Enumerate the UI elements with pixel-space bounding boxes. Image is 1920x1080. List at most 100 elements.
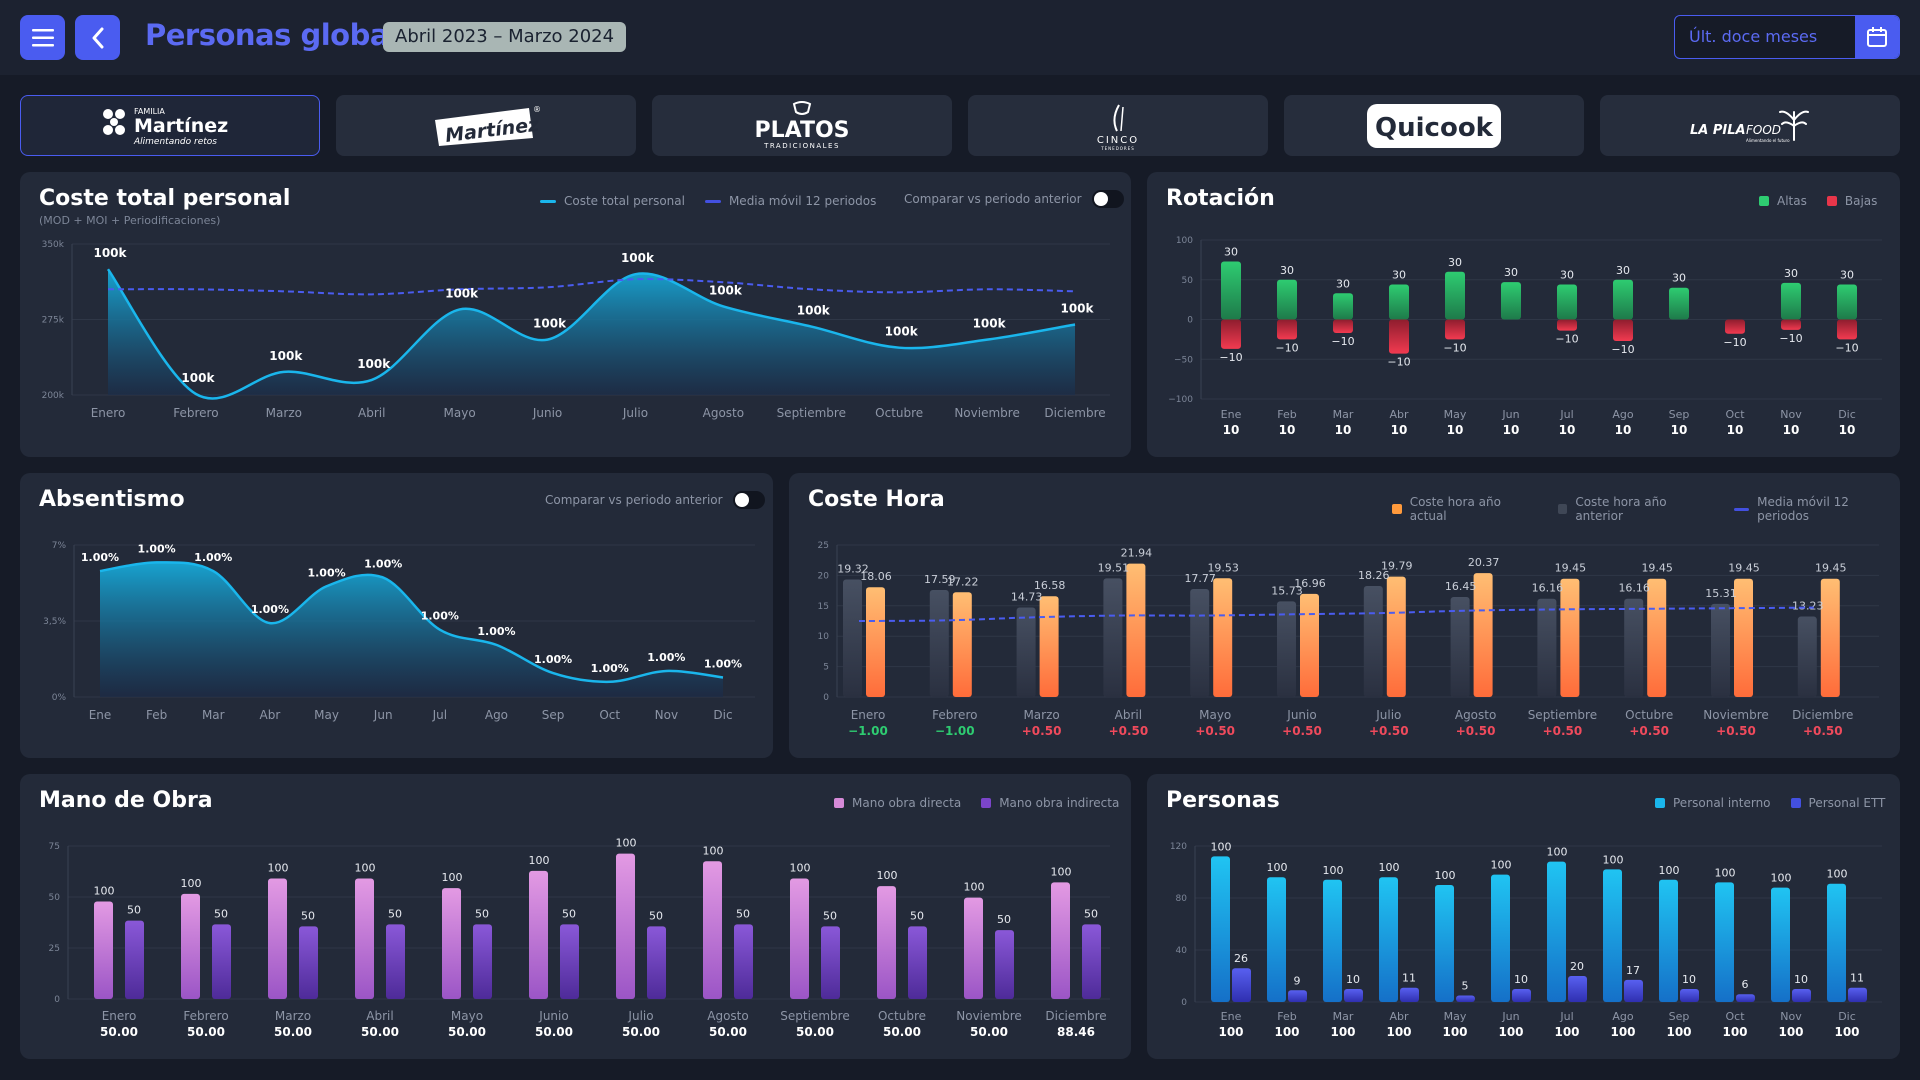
familia-martinez-logo: FAMILIA Martínez Alimentando retos (103, 107, 228, 147)
brand-tab-cinco-tenedores[interactable]: CINCO TENEDORES (968, 95, 1268, 156)
bar-personal-interno (1715, 882, 1734, 1002)
data-label-anterior: 15.73 (1271, 584, 1303, 597)
svg-text:Alimentando retos: Alimentando retos (133, 137, 217, 147)
y-tick-label: 0 (54, 995, 60, 1005)
bar-coste-actual (1647, 578, 1667, 697)
data-label-ett: 10 (1682, 973, 1696, 986)
total-label: 10 (1503, 423, 1520, 437)
bar-mano-obra-indirecta (473, 924, 492, 999)
x-tick-label: Mar (1333, 408, 1354, 421)
calendar-icon (1867, 27, 1887, 47)
brand-tab-familia-martinez[interactable]: FAMILIA Martínez Alimentando retos (20, 95, 320, 156)
series-area-absentismo (100, 562, 723, 697)
data-label-mod: 100 (94, 884, 115, 897)
total-label: 10 (1559, 423, 1576, 437)
data-label-moi: 50 (388, 907, 402, 920)
coste-total-legend: Coste total personal Media móvil 12 peri… (540, 194, 876, 208)
data-label-actual: 17.22 (947, 575, 979, 588)
personas-legend: Personal interno Personal ETT (1655, 796, 1885, 810)
bar-coste-actual (1734, 578, 1753, 697)
data-label-mod: 100 (1051, 865, 1072, 878)
y-tick-label: 0 (823, 693, 829, 703)
bar-mano-obra-directa (1051, 882, 1070, 999)
y-tick-label: 10 (818, 632, 830, 642)
data-label-altas: 30 (1672, 272, 1686, 285)
data-label-actual: 19.53 (1207, 561, 1239, 574)
data-label-bajas: −10 (1443, 341, 1466, 354)
data-label-bajas: −10 (1555, 333, 1578, 346)
bar-coste-anterior (1363, 585, 1383, 697)
series-line-media-movil (858, 606, 1814, 622)
bar-personal-interno (1435, 885, 1454, 1002)
x-tick-label: Nov (1780, 408, 1802, 421)
brand-tab-martinez[interactable]: Martínez ® (336, 95, 636, 156)
brand-tab-platos-tradicionales[interactable]: PLATOS TRADICIONALES (652, 95, 952, 156)
x-tick-label: Junio (532, 406, 562, 420)
bar-altas (1557, 284, 1577, 320)
bar-mano-obra-directa (529, 870, 548, 999)
data-label-moi: 50 (214, 907, 228, 920)
calendar-button[interactable] (1855, 16, 1899, 58)
legend-item: Media móvil 12 periodos (704, 194, 876, 208)
brand-tab-quicook[interactable]: Quicook (1284, 95, 1584, 156)
data-label: 100k (621, 251, 655, 265)
brand-tab-la-pila-food[interactable]: LA PILA FOOD Alimentando el futuro (1600, 95, 1900, 156)
total-label: 50.00 (883, 1025, 921, 1039)
bar-personal-interno (1379, 877, 1398, 1002)
data-label-mod: 100 (442, 871, 463, 884)
x-tick-label: Oct (1725, 1010, 1745, 1023)
bar-bajas (1333, 319, 1353, 334)
total-label: 100 (1610, 1025, 1635, 1039)
data-label-ett: 11 (1402, 972, 1416, 985)
data-label-mod: 100 (964, 881, 985, 894)
data-label-altas: 30 (1616, 264, 1630, 277)
diff-label: +0.50 (1282, 724, 1322, 738)
x-tick-label: Junio (1286, 708, 1316, 722)
bar-mano-obra-directa (790, 878, 809, 999)
x-tick-label: Febrero (932, 708, 977, 722)
menu-button[interactable] (20, 15, 65, 60)
bar-bajas (1389, 319, 1409, 354)
diff-label: +0.50 (1109, 724, 1149, 738)
data-label-anterior: 16.16 (1618, 582, 1650, 595)
data-label: 100k (973, 317, 1007, 331)
data-label-bajas: −10 (1611, 343, 1634, 356)
legend-item: Coste hora año anterior (1557, 495, 1714, 523)
bar-altas (1389, 284, 1409, 320)
mano-obra-chart: 75 50 25 0 100 50 Enero 50.00 100 50 Febrero 50.00 1… (49, 837, 1110, 1039)
quicook-logo: Quicook (1367, 103, 1501, 148)
y-tick-label: −100 (1168, 395, 1193, 405)
bar-coste-anterior (1537, 598, 1557, 697)
bar-mano-obra-directa (964, 897, 983, 999)
bar-mano-obra-directa (268, 878, 287, 999)
total-label: 100 (1218, 1025, 1243, 1039)
back-button[interactable] (75, 15, 120, 60)
total-label: 10 (1839, 423, 1856, 437)
bar-mano-obra-directa (355, 878, 374, 999)
data-label-moi: 50 (736, 907, 750, 920)
compare-toggle[interactable] (1091, 190, 1124, 208)
x-tick-label: Diciembre (1792, 708, 1853, 722)
total-label: 100 (1666, 1025, 1691, 1039)
y-tick-label: 15 (818, 602, 829, 612)
y-tick-label: 80 (1176, 894, 1188, 904)
personas-title: Personas (1166, 788, 1280, 813)
x-tick-label: Abr (1389, 408, 1409, 421)
bar-coste-actual (1213, 578, 1233, 697)
platos-tradicionales-logo: PLATOS TRADICIONALES (754, 100, 850, 150)
bar-altas (1837, 284, 1857, 320)
data-label-mod: 100 (181, 877, 202, 890)
x-tick-label: Abril (366, 1009, 393, 1023)
x-tick-label: Mayo (1199, 708, 1231, 722)
period-select[interactable]: Últ. doce meses (1674, 15, 1900, 59)
data-label-actual: 16.96 (1294, 577, 1326, 590)
y-tick-label: 100 (1176, 236, 1193, 246)
compare-toggle[interactable] (732, 491, 765, 509)
rotacion-legend: Altas Bajas (1759, 194, 1877, 208)
total-label: 100 (1386, 1025, 1411, 1039)
chevron-left-icon (92, 27, 103, 48)
data-label: 1.00% (534, 653, 572, 666)
data-label-ett: 26 (1234, 952, 1248, 965)
y-tick-label: 0 (1181, 998, 1187, 1008)
